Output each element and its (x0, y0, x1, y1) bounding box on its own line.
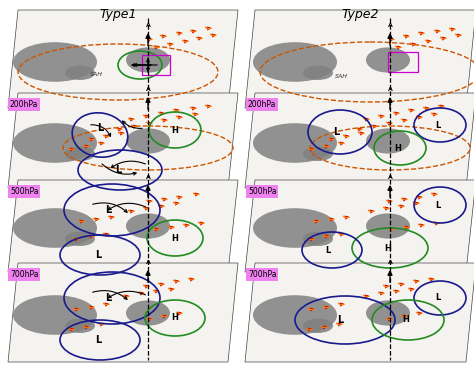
Text: L: L (97, 123, 103, 133)
Text: SAH: SAH (90, 71, 103, 77)
Polygon shape (245, 180, 474, 272)
Polygon shape (8, 180, 238, 272)
Ellipse shape (253, 42, 337, 82)
Text: 700hPa: 700hPa (10, 270, 38, 279)
Text: A: A (146, 175, 150, 180)
Ellipse shape (13, 42, 97, 82)
Ellipse shape (366, 128, 410, 154)
Text: L: L (333, 127, 339, 137)
Ellipse shape (126, 300, 170, 326)
Text: A: A (388, 87, 392, 92)
Text: L: L (95, 250, 101, 260)
Polygon shape (245, 263, 474, 362)
Ellipse shape (366, 47, 410, 73)
Text: L: L (105, 205, 111, 215)
Text: L: L (436, 200, 441, 209)
Text: Type2: Type2 (341, 8, 379, 21)
Polygon shape (8, 10, 238, 108)
Ellipse shape (303, 65, 333, 80)
Text: H: H (172, 233, 178, 242)
Text: H: H (172, 313, 178, 322)
Text: H: H (394, 144, 401, 153)
Ellipse shape (303, 319, 333, 333)
Ellipse shape (303, 232, 333, 246)
Text: 500hPa: 500hPa (248, 187, 276, 196)
Text: L: L (436, 120, 441, 129)
Ellipse shape (65, 147, 95, 161)
Ellipse shape (65, 319, 95, 333)
Text: L: L (436, 294, 441, 303)
Text: 500hPa: 500hPa (10, 187, 38, 196)
Text: SAH: SAH (335, 74, 348, 79)
Ellipse shape (303, 147, 333, 161)
Text: L: L (337, 315, 343, 325)
Ellipse shape (253, 295, 337, 335)
Text: A: A (146, 260, 150, 265)
Ellipse shape (126, 128, 170, 154)
Text: L: L (115, 165, 121, 175)
Ellipse shape (65, 65, 95, 80)
Text: L: L (95, 335, 101, 345)
Text: A: A (146, 23, 150, 28)
Ellipse shape (126, 214, 170, 239)
Text: H: H (384, 243, 392, 252)
Polygon shape (245, 93, 474, 188)
Ellipse shape (65, 232, 95, 246)
Text: 700hPa: 700hPa (248, 270, 276, 279)
Ellipse shape (253, 123, 337, 163)
Ellipse shape (13, 208, 97, 248)
Ellipse shape (126, 47, 170, 73)
Text: A: A (388, 175, 392, 180)
Text: A: A (388, 23, 392, 28)
Ellipse shape (13, 123, 97, 163)
Text: A: A (146, 87, 150, 92)
Text: A: A (388, 260, 392, 265)
Text: Type1: Type1 (99, 8, 137, 21)
Ellipse shape (366, 300, 410, 326)
Polygon shape (8, 93, 238, 188)
Text: L: L (105, 293, 111, 303)
Ellipse shape (13, 295, 97, 335)
Text: H: H (172, 126, 178, 135)
Text: 200hPa: 200hPa (10, 100, 38, 109)
Text: H: H (402, 316, 410, 325)
Polygon shape (8, 263, 238, 362)
Ellipse shape (253, 208, 337, 248)
Text: L: L (325, 245, 331, 254)
Polygon shape (245, 10, 474, 108)
Ellipse shape (366, 214, 410, 239)
Text: 200hPa: 200hPa (248, 100, 276, 109)
